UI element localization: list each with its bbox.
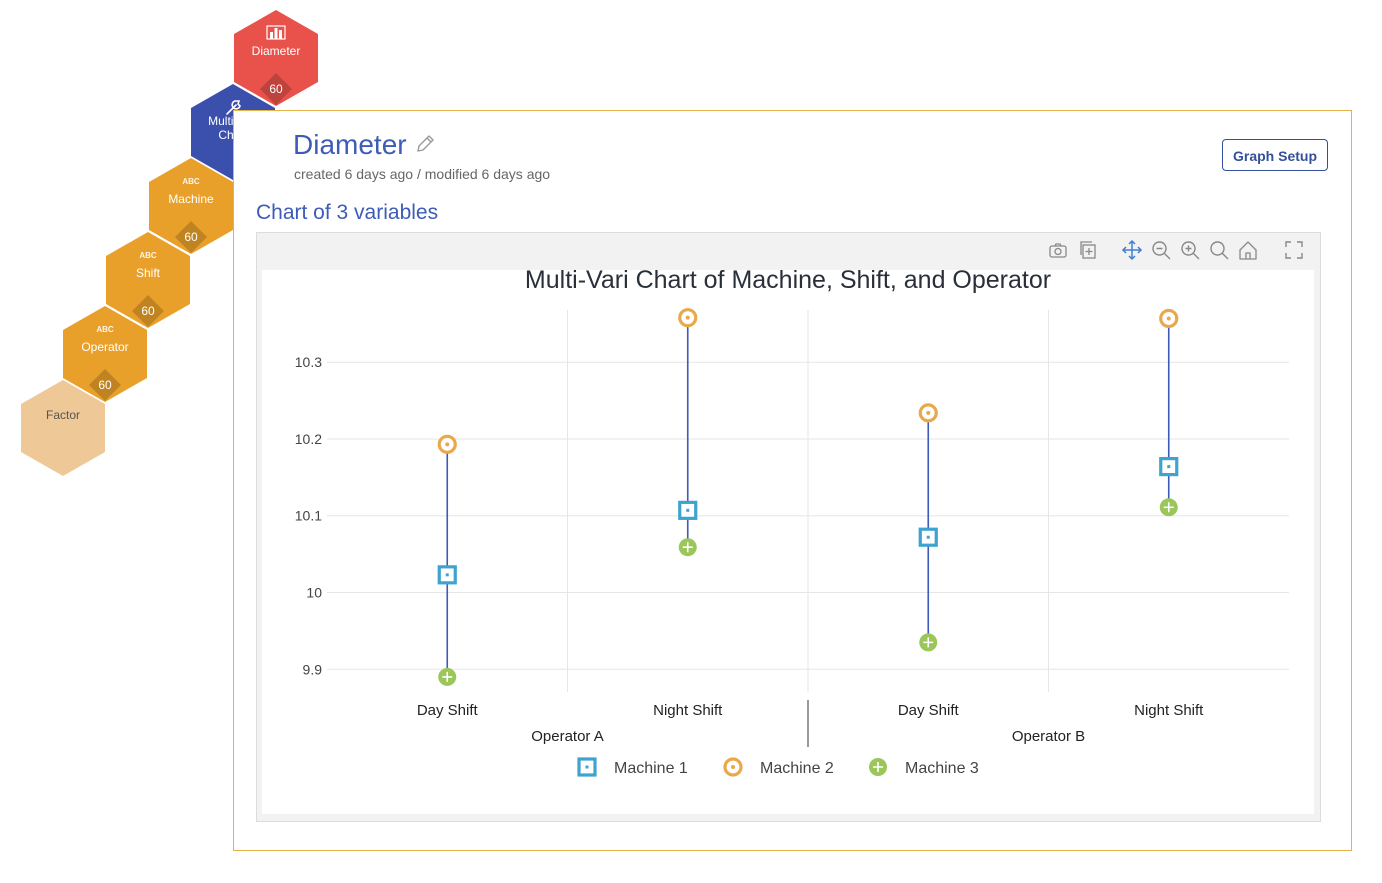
- graph-setup-button[interactable]: Graph Setup: [1222, 139, 1328, 171]
- x-group-label: Operator B: [1012, 728, 1085, 745]
- marker-center: [445, 442, 450, 447]
- text-type-badge: ABC: [182, 177, 200, 186]
- machine-node[interactable]: ABC Machine 60: [149, 158, 233, 254]
- marker-center: [1166, 316, 1171, 321]
- add-to-report-icon[interactable]: [1077, 239, 1099, 261]
- marker-cross: [442, 671, 453, 682]
- pan-icon[interactable]: [1121, 239, 1143, 261]
- camera-icon[interactable]: [1047, 239, 1069, 261]
- legend-label: Machine 3: [905, 760, 979, 777]
- machine-node-label: Machine: [168, 192, 214, 206]
- marker-cross: [682, 542, 693, 553]
- legend-marker-machine-3: [869, 758, 887, 776]
- legend-marker-machine-2: [723, 757, 743, 777]
- marker-cross: [923, 637, 934, 648]
- y-tick-label: 9.9: [303, 661, 323, 677]
- x-tick-label: Day Shift: [417, 702, 479, 719]
- multi-vari-chart: Multi-Vari Chart of Machine, Shift, and …: [295, 266, 1289, 777]
- zoom-in-icon[interactable]: [1179, 239, 1201, 261]
- y-tick-label: 10.3: [295, 354, 322, 370]
- marker-center: [926, 410, 931, 415]
- machine-node-count: 60: [175, 221, 207, 253]
- legend-label: Machine 2: [760, 760, 834, 777]
- legend-label: Machine 1: [614, 760, 688, 777]
- data-point-machine-1: [678, 500, 698, 520]
- data-point-machine-2: [678, 308, 698, 328]
- operator-node-label: Operator: [81, 340, 129, 354]
- shift-node-count: 60: [132, 295, 164, 327]
- diameter-node-count: 60: [260, 73, 292, 105]
- data-point-machine-3: [438, 667, 457, 686]
- marker-center: [685, 315, 690, 320]
- chart-heading: Chart of 3 variables: [256, 201, 439, 224]
- shift-node-label: Shift: [135, 266, 160, 280]
- diameter-node-label: Diameter: [251, 44, 301, 58]
- marker-center: [926, 535, 930, 539]
- text-type-badge: ABC: [96, 325, 114, 334]
- y-tick-label: 10.1: [295, 508, 322, 524]
- x-group-label: Operator A: [531, 728, 604, 745]
- bar-chart-icon: [266, 25, 286, 40]
- zoom-out-icon[interactable]: [1150, 239, 1172, 261]
- marker-center: [1167, 465, 1171, 469]
- data-point-machine-3: [919, 633, 938, 652]
- operator-node[interactable]: ABC Operator 60: [63, 306, 147, 402]
- page-title: Diameter: [293, 129, 407, 160]
- data-point-machine-3: [678, 538, 697, 557]
- data-point-machine-1: [918, 527, 938, 547]
- chart-container: Multi-Vari Chart of Machine, Shift, and …: [256, 232, 1321, 822]
- marker-center: [731, 765, 735, 769]
- data-point-machine-2: [918, 403, 938, 423]
- wrench-icon: [226, 100, 241, 115]
- operator-node-count: 60: [89, 369, 121, 401]
- pencil-icon[interactable]: [414, 133, 436, 155]
- x-tick-label: Night Shift: [653, 702, 723, 719]
- y-tick-label: 10: [306, 584, 322, 600]
- x-tick-label: Night Shift: [1134, 702, 1204, 719]
- shift-node[interactable]: ABC Shift 60: [106, 232, 190, 328]
- marker-cross: [873, 762, 883, 772]
- legend-marker-machine-1: [577, 757, 597, 777]
- chart-title: Multi-Vari Chart of Machine, Shift, and …: [525, 270, 1051, 294]
- autoscale-icon[interactable]: [1208, 239, 1230, 261]
- x-tick-label: Day Shift: [898, 702, 960, 719]
- text-type-badge: ABC: [139, 251, 157, 260]
- home-icon[interactable]: [1237, 239, 1259, 261]
- factor-node[interactable]: Factor: [21, 380, 105, 476]
- marker-cross: [1163, 502, 1174, 513]
- fullscreen-icon[interactable]: [1283, 239, 1305, 261]
- diameter-node[interactable]: Diameter 60: [234, 10, 318, 106]
- marker-center: [445, 573, 449, 577]
- plot-area: Multi-Vari Chart of Machine, Shift, and …: [262, 266, 1314, 814]
- marker-center: [585, 765, 589, 769]
- marker-center: [686, 508, 690, 512]
- y-tick-label: 10.2: [295, 431, 322, 447]
- data-point-machine-1: [437, 565, 457, 585]
- created-modified-meta: created 6 days ago / modified 6 days ago: [294, 166, 551, 182]
- factor-node-label: Factor: [45, 408, 80, 422]
- chart-panel: Diameter created 6 days ago / modified 6…: [233, 110, 1352, 851]
- data-point-machine-2: [1159, 308, 1179, 329]
- data-point-machine-1: [1159, 456, 1179, 477]
- data-point-machine-2: [437, 434, 457, 454]
- data-point-machine-3: [1159, 498, 1178, 517]
